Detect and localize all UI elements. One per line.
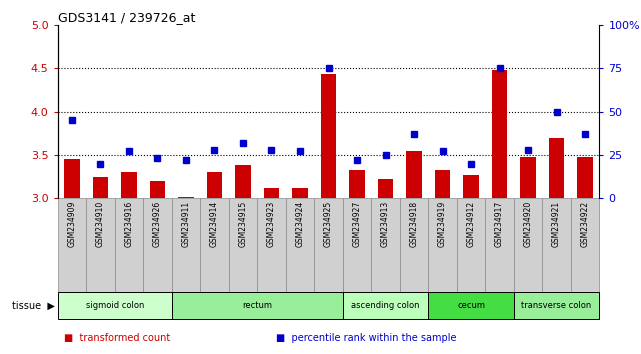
- Bar: [514, 198, 542, 292]
- Text: GSM234912: GSM234912: [467, 201, 476, 247]
- Text: transverse colon: transverse colon: [521, 301, 592, 310]
- Bar: [172, 292, 343, 319]
- Bar: [64, 159, 79, 198]
- Text: GSM234916: GSM234916: [124, 201, 133, 247]
- Bar: [406, 150, 422, 198]
- Bar: [178, 196, 194, 198]
- Text: GSM234913: GSM234913: [381, 201, 390, 247]
- Text: GSM234925: GSM234925: [324, 201, 333, 247]
- Bar: [172, 198, 200, 292]
- Bar: [314, 198, 343, 292]
- Bar: [235, 165, 251, 198]
- Text: rectum: rectum: [242, 301, 272, 310]
- Text: GSM234920: GSM234920: [524, 201, 533, 247]
- Bar: [320, 74, 337, 198]
- Bar: [435, 170, 451, 198]
- Bar: [485, 198, 514, 292]
- Bar: [542, 198, 571, 292]
- Bar: [400, 198, 428, 292]
- Text: GSM234924: GSM234924: [296, 201, 304, 247]
- Text: GSM234923: GSM234923: [267, 201, 276, 247]
- Text: GSM234915: GSM234915: [238, 201, 247, 247]
- Text: GSM234926: GSM234926: [153, 201, 162, 247]
- Text: GSM234911: GSM234911: [181, 201, 190, 247]
- Bar: [514, 292, 599, 319]
- Bar: [200, 198, 229, 292]
- Text: GSM234921: GSM234921: [552, 201, 561, 247]
- Bar: [457, 198, 485, 292]
- Bar: [229, 198, 257, 292]
- Bar: [143, 198, 172, 292]
- Bar: [349, 171, 365, 198]
- Bar: [286, 198, 314, 292]
- Text: GSM234917: GSM234917: [495, 201, 504, 247]
- Bar: [115, 198, 143, 292]
- Bar: [371, 198, 400, 292]
- Text: cecum: cecum: [457, 301, 485, 310]
- Bar: [257, 198, 286, 292]
- Bar: [206, 172, 222, 198]
- Bar: [428, 292, 514, 319]
- Text: ■  percentile rank within the sample: ■ percentile rank within the sample: [276, 333, 456, 343]
- Bar: [58, 292, 172, 319]
- Bar: [428, 198, 457, 292]
- Bar: [292, 188, 308, 198]
- Bar: [578, 158, 593, 198]
- Text: sigmoid colon: sigmoid colon: [85, 301, 144, 310]
- Bar: [343, 292, 428, 319]
- Text: GSM234919: GSM234919: [438, 201, 447, 247]
- Bar: [149, 181, 165, 198]
- Text: ■  transformed count: ■ transformed count: [64, 333, 171, 343]
- Bar: [378, 179, 394, 198]
- Bar: [263, 188, 279, 198]
- Text: GSM234922: GSM234922: [581, 201, 590, 247]
- Bar: [121, 172, 137, 198]
- Bar: [92, 177, 108, 198]
- Bar: [343, 198, 371, 292]
- Bar: [463, 175, 479, 198]
- Bar: [571, 198, 599, 292]
- Bar: [58, 198, 86, 292]
- Text: tissue  ▶: tissue ▶: [12, 301, 54, 310]
- Text: GSM234927: GSM234927: [353, 201, 362, 247]
- Text: ascending colon: ascending colon: [351, 301, 420, 310]
- Bar: [86, 198, 115, 292]
- Bar: [520, 158, 536, 198]
- Bar: [549, 137, 565, 198]
- Text: GDS3141 / 239726_at: GDS3141 / 239726_at: [58, 11, 195, 24]
- Bar: [492, 70, 508, 198]
- Text: GSM234918: GSM234918: [410, 201, 419, 247]
- Text: GSM234914: GSM234914: [210, 201, 219, 247]
- Text: GSM234910: GSM234910: [96, 201, 105, 247]
- Text: GSM234909: GSM234909: [67, 201, 76, 247]
